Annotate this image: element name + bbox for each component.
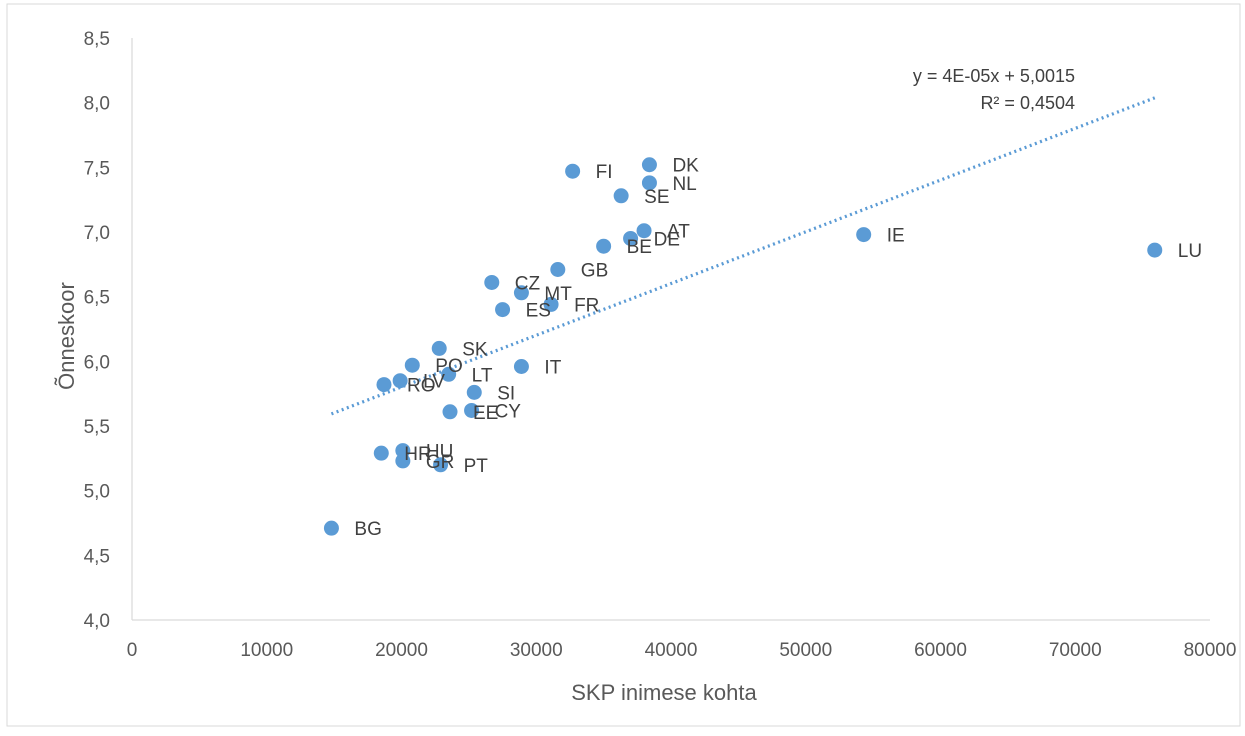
data-point-label: CY — [495, 401, 522, 422]
data-point-label: PT — [464, 456, 489, 477]
y-tick-label: 8,5 — [84, 29, 110, 50]
data-point — [395, 443, 411, 459]
trendline-equation: y = 4E-05x + 5,0015 — [913, 66, 1075, 86]
y-tick-label: 7,0 — [84, 223, 110, 244]
data-point — [395, 453, 411, 469]
y-axis-ticks: 4,0 4,5 5,0 5,5 6,0 6,5 7,0 7,5 8,0 8,5 — [84, 29, 110, 632]
data-point — [466, 384, 482, 400]
x-axis-title: SKP inimese kohta — [571, 680, 757, 705]
y-tick-label: 7,5 — [84, 158, 110, 179]
data-point-label: LT — [472, 365, 493, 386]
y-tick-label: 6,0 — [84, 352, 110, 373]
data-point-label: IE — [887, 226, 905, 247]
data-point — [323, 520, 339, 536]
data-point-label: SI — [497, 383, 515, 404]
data-point — [513, 285, 529, 301]
data-point-label: DE — [654, 229, 680, 250]
data-point — [464, 402, 480, 418]
data-point-label: PO — [435, 356, 462, 377]
y-tick-label: 5,5 — [84, 417, 110, 438]
trendline-r2: R² = 0,4504 — [980, 93, 1075, 113]
data-point — [442, 404, 458, 420]
data-point — [513, 359, 529, 375]
data-point-label: BG — [354, 519, 381, 540]
data-point — [543, 296, 559, 312]
y-tick-label: 5,0 — [84, 482, 110, 503]
data-point — [495, 302, 511, 318]
data-point-label: CZ — [515, 273, 541, 294]
data-point — [373, 445, 389, 461]
data-point-label: ES — [526, 301, 551, 322]
data-point — [636, 223, 652, 239]
data-point-label: LV — [423, 372, 445, 393]
data-point-label: AT — [667, 222, 690, 243]
x-tick-label: 0 — [127, 640, 138, 661]
data-point — [431, 340, 447, 356]
x-tick-label: 80000 — [1184, 640, 1237, 661]
y-axis-title: Õnneskoor — [54, 282, 79, 390]
data-point-label: HU — [426, 442, 453, 463]
x-tick-label: 30000 — [510, 640, 563, 661]
y-tick-label: 4,0 — [84, 611, 110, 632]
x-tick-label: 10000 — [240, 640, 293, 661]
data-point-label: IT — [544, 358, 561, 379]
y-tick-label: 6,5 — [84, 288, 110, 309]
data-point-label: DK — [672, 156, 699, 177]
data-point-label: SE — [644, 187, 669, 208]
data-point — [1147, 242, 1163, 258]
data-point — [596, 238, 612, 254]
data-points — [323, 157, 1163, 536]
data-point — [433, 457, 449, 473]
data-point — [392, 373, 408, 389]
chart-border — [6, 3, 1241, 727]
data-point — [484, 274, 500, 290]
data-point — [441, 366, 457, 382]
data-point — [565, 163, 581, 179]
data-point-label: FI — [596, 162, 613, 183]
data-point-label: NL — [672, 174, 696, 195]
data-point — [856, 227, 872, 243]
data-point-label: FR — [574, 295, 599, 316]
trendline — [330, 96, 1156, 416]
data-point-label: BE — [627, 237, 652, 258]
data-point — [550, 262, 566, 278]
data-point — [376, 377, 392, 393]
data-point — [613, 188, 629, 204]
data-point — [404, 357, 420, 373]
y-tick-label: 4,5 — [84, 546, 110, 567]
x-tick-label: 70000 — [1049, 640, 1102, 661]
data-point-label: HR — [404, 444, 431, 465]
data-point-label: LU — [1178, 241, 1202, 262]
data-point — [641, 175, 657, 191]
x-tick-label: 50000 — [779, 640, 832, 661]
data-point-label: EE — [473, 403, 498, 424]
y-tick-label: 8,0 — [84, 94, 110, 115]
x-tick-label: 60000 — [914, 640, 967, 661]
data-point-label: GR — [426, 452, 455, 473]
data-point — [623, 230, 639, 246]
data-point-label: SK — [462, 339, 488, 360]
x-tick-label: 20000 — [375, 640, 428, 661]
data-point-label: GB — [581, 261, 608, 282]
data-point — [641, 157, 657, 173]
x-axis-ticks: 0 10000 20000 30000 40000 50000 60000 70000 8000… — [127, 640, 1237, 661]
x-tick-label: 40000 — [645, 640, 698, 661]
data-point-label: RO — [407, 376, 436, 397]
data-point-label: MT — [544, 284, 572, 305]
